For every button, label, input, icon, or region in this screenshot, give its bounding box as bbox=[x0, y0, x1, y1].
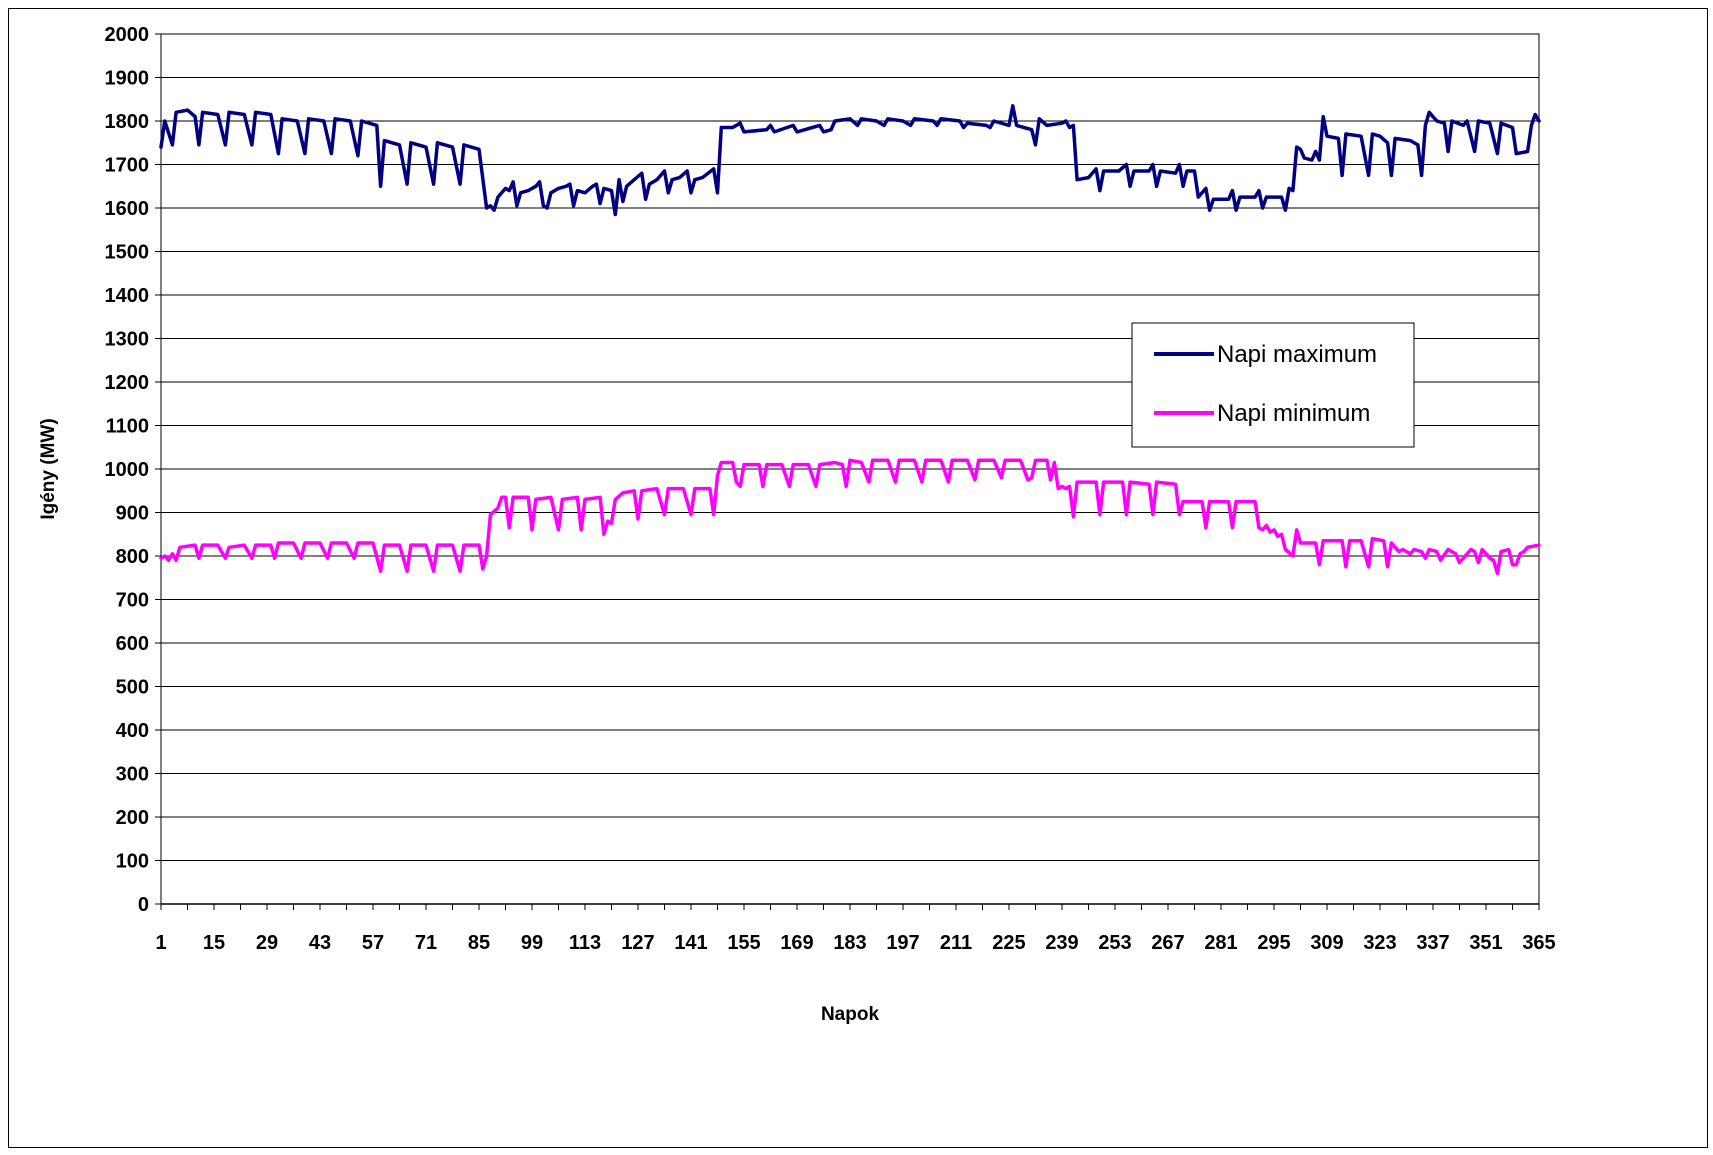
x-tick-label-351: 351 bbox=[1469, 932, 1502, 954]
y-tick-label-300: 300 bbox=[116, 764, 149, 786]
x-tick-label-183: 183 bbox=[833, 932, 866, 954]
y-tick-label-1100: 1100 bbox=[106, 416, 149, 438]
series-lines bbox=[159, 104, 1541, 576]
x-tick-labels: 1 15 29 43 57 71 85 99 113 127 141 155 169 183 197 211 2… bbox=[155, 932, 1555, 954]
x-tick-label-99: 99 bbox=[521, 932, 543, 954]
y-tick-label-1900: 1900 bbox=[105, 68, 150, 90]
x-tick-label-267: 267 bbox=[1151, 932, 1184, 954]
y-tick-label-100: 100 bbox=[116, 851, 149, 873]
y-tick-label-600: 600 bbox=[116, 633, 149, 655]
series-line-napi-minimum bbox=[159, 458, 1541, 576]
y-tick-label-1700: 1700 bbox=[105, 155, 150, 177]
x-tick-label-85: 85 bbox=[468, 932, 490, 954]
y-tick-label-1600: 1600 bbox=[105, 198, 150, 220]
x-tick-label-365: 365 bbox=[1522, 932, 1555, 954]
line-chart: 0100200300400500600700800900100011001200… bbox=[38, 24, 1556, 1025]
y-tick-label-1300: 1300 bbox=[105, 329, 150, 351]
x-tick-label-225: 225 bbox=[992, 932, 1025, 954]
y-tick-label-700: 700 bbox=[116, 590, 149, 612]
x-tick-label-141: 141 bbox=[674, 932, 707, 954]
y-tick-label-500: 500 bbox=[116, 677, 149, 699]
chart-frame: 0 100 200 300 400 500 600 700 800 900 1000 1100 1200… bbox=[8, 8, 1708, 1148]
y-tick-label-900: 900 bbox=[116, 503, 149, 525]
legend: Napi maximum Napi minimum bbox=[1131, 322, 1415, 448]
legend-label-napi-minimum: Napi minimum bbox=[1217, 400, 1370, 427]
y-tick-label-1800: 1800 bbox=[105, 111, 150, 133]
y-tick-label-2000: 2000 bbox=[105, 24, 150, 46]
y-tick-label-400: 400 bbox=[116, 720, 149, 742]
x-tick-label-197: 197 bbox=[886, 932, 919, 954]
y-tick-labels: 0 100 200 300 400 500 600 700 800 900 1000 1100 1200… bbox=[105, 24, 150, 916]
axes bbox=[155, 33, 1540, 910]
y-tick-label-200: 200 bbox=[116, 807, 149, 829]
x-tick-label-309: 309 bbox=[1310, 932, 1343, 954]
x-tick-label-29: 29 bbox=[256, 932, 278, 954]
x-tick-label-337: 337 bbox=[1416, 932, 1449, 954]
y-tick-label-800: 800 bbox=[116, 546, 149, 568]
y-tick-label-1200: 1200 bbox=[105, 372, 150, 394]
x-tick-label-211: 211 bbox=[940, 932, 972, 954]
y-tick-label-0: 0 bbox=[138, 894, 149, 916]
legend-label-napi-maximum: Napi maximum bbox=[1217, 341, 1377, 368]
x-tick-label-57: 57 bbox=[362, 932, 384, 954]
x-tick-label-1: 1 bbox=[155, 932, 166, 954]
x-tick-label-253: 253 bbox=[1098, 932, 1131, 954]
x-tick-label-281: 281 bbox=[1204, 932, 1237, 954]
x-tick-label-127: 127 bbox=[621, 932, 654, 954]
y-tick-label-1500: 1500 bbox=[105, 242, 150, 264]
y-axis-title: Igény (MW) bbox=[38, 418, 59, 519]
x-tick-label-169: 169 bbox=[780, 932, 813, 954]
x-tick-label-15: 15 bbox=[203, 932, 225, 954]
y-tick-label-1400: 1400 bbox=[105, 285, 150, 307]
x-tick-label-155: 155 bbox=[727, 932, 760, 954]
x-tick-label-323: 323 bbox=[1363, 932, 1396, 954]
x-tick-label-113: 113 bbox=[569, 932, 601, 954]
legend-box bbox=[1131, 322, 1415, 448]
x-tick-label-295: 295 bbox=[1257, 932, 1290, 954]
y-tick-label-1000: 1000 bbox=[105, 459, 150, 481]
series-line-napi-maximum bbox=[159, 104, 1541, 217]
x-tick-label-43: 43 bbox=[309, 932, 331, 954]
x-axis-title: Napok bbox=[821, 1004, 880, 1025]
x-tick-label-71: 71 bbox=[415, 932, 437, 954]
x-tick-label-239: 239 bbox=[1045, 932, 1078, 954]
